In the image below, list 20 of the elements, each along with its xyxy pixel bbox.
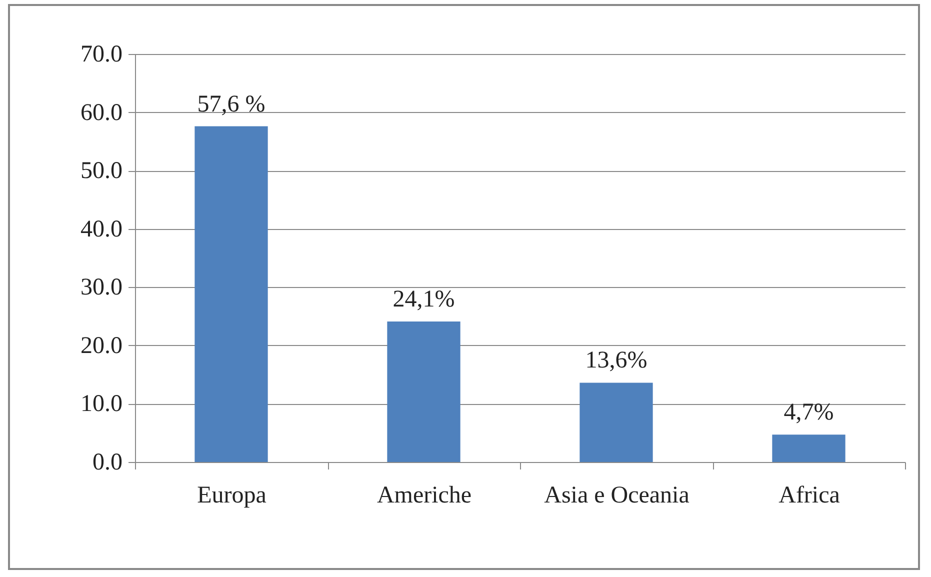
- x-tick-label: Africa: [778, 482, 840, 508]
- data-label: 57,6 %: [197, 91, 266, 118]
- bar: [772, 434, 846, 462]
- x-tick-label: Asia e Oceania: [544, 482, 690, 508]
- y-tick-label: 40.0: [80, 216, 122, 242]
- y-tick-label: 70.0: [80, 42, 122, 68]
- y-tick-label: 50.0: [80, 158, 122, 184]
- data-label: 24,1%: [392, 286, 455, 313]
- data-label: 13,6%: [585, 348, 648, 374]
- data-label: 4,7%: [784, 400, 834, 426]
- y-tick-label: 20.0: [80, 332, 122, 359]
- y-tick-label: 30.0: [80, 274, 122, 301]
- x-tick-label: Americhe: [376, 482, 472, 508]
- y-tick-label: 60.0: [80, 100, 122, 126]
- bar: [387, 322, 460, 462]
- bar: [580, 382, 653, 462]
- bar: [194, 126, 268, 462]
- y-tick-label: 0.0: [92, 450, 122, 476]
- x-tick-label: Europa: [197, 482, 267, 508]
- y-tick-label: 10.0: [80, 391, 122, 418]
